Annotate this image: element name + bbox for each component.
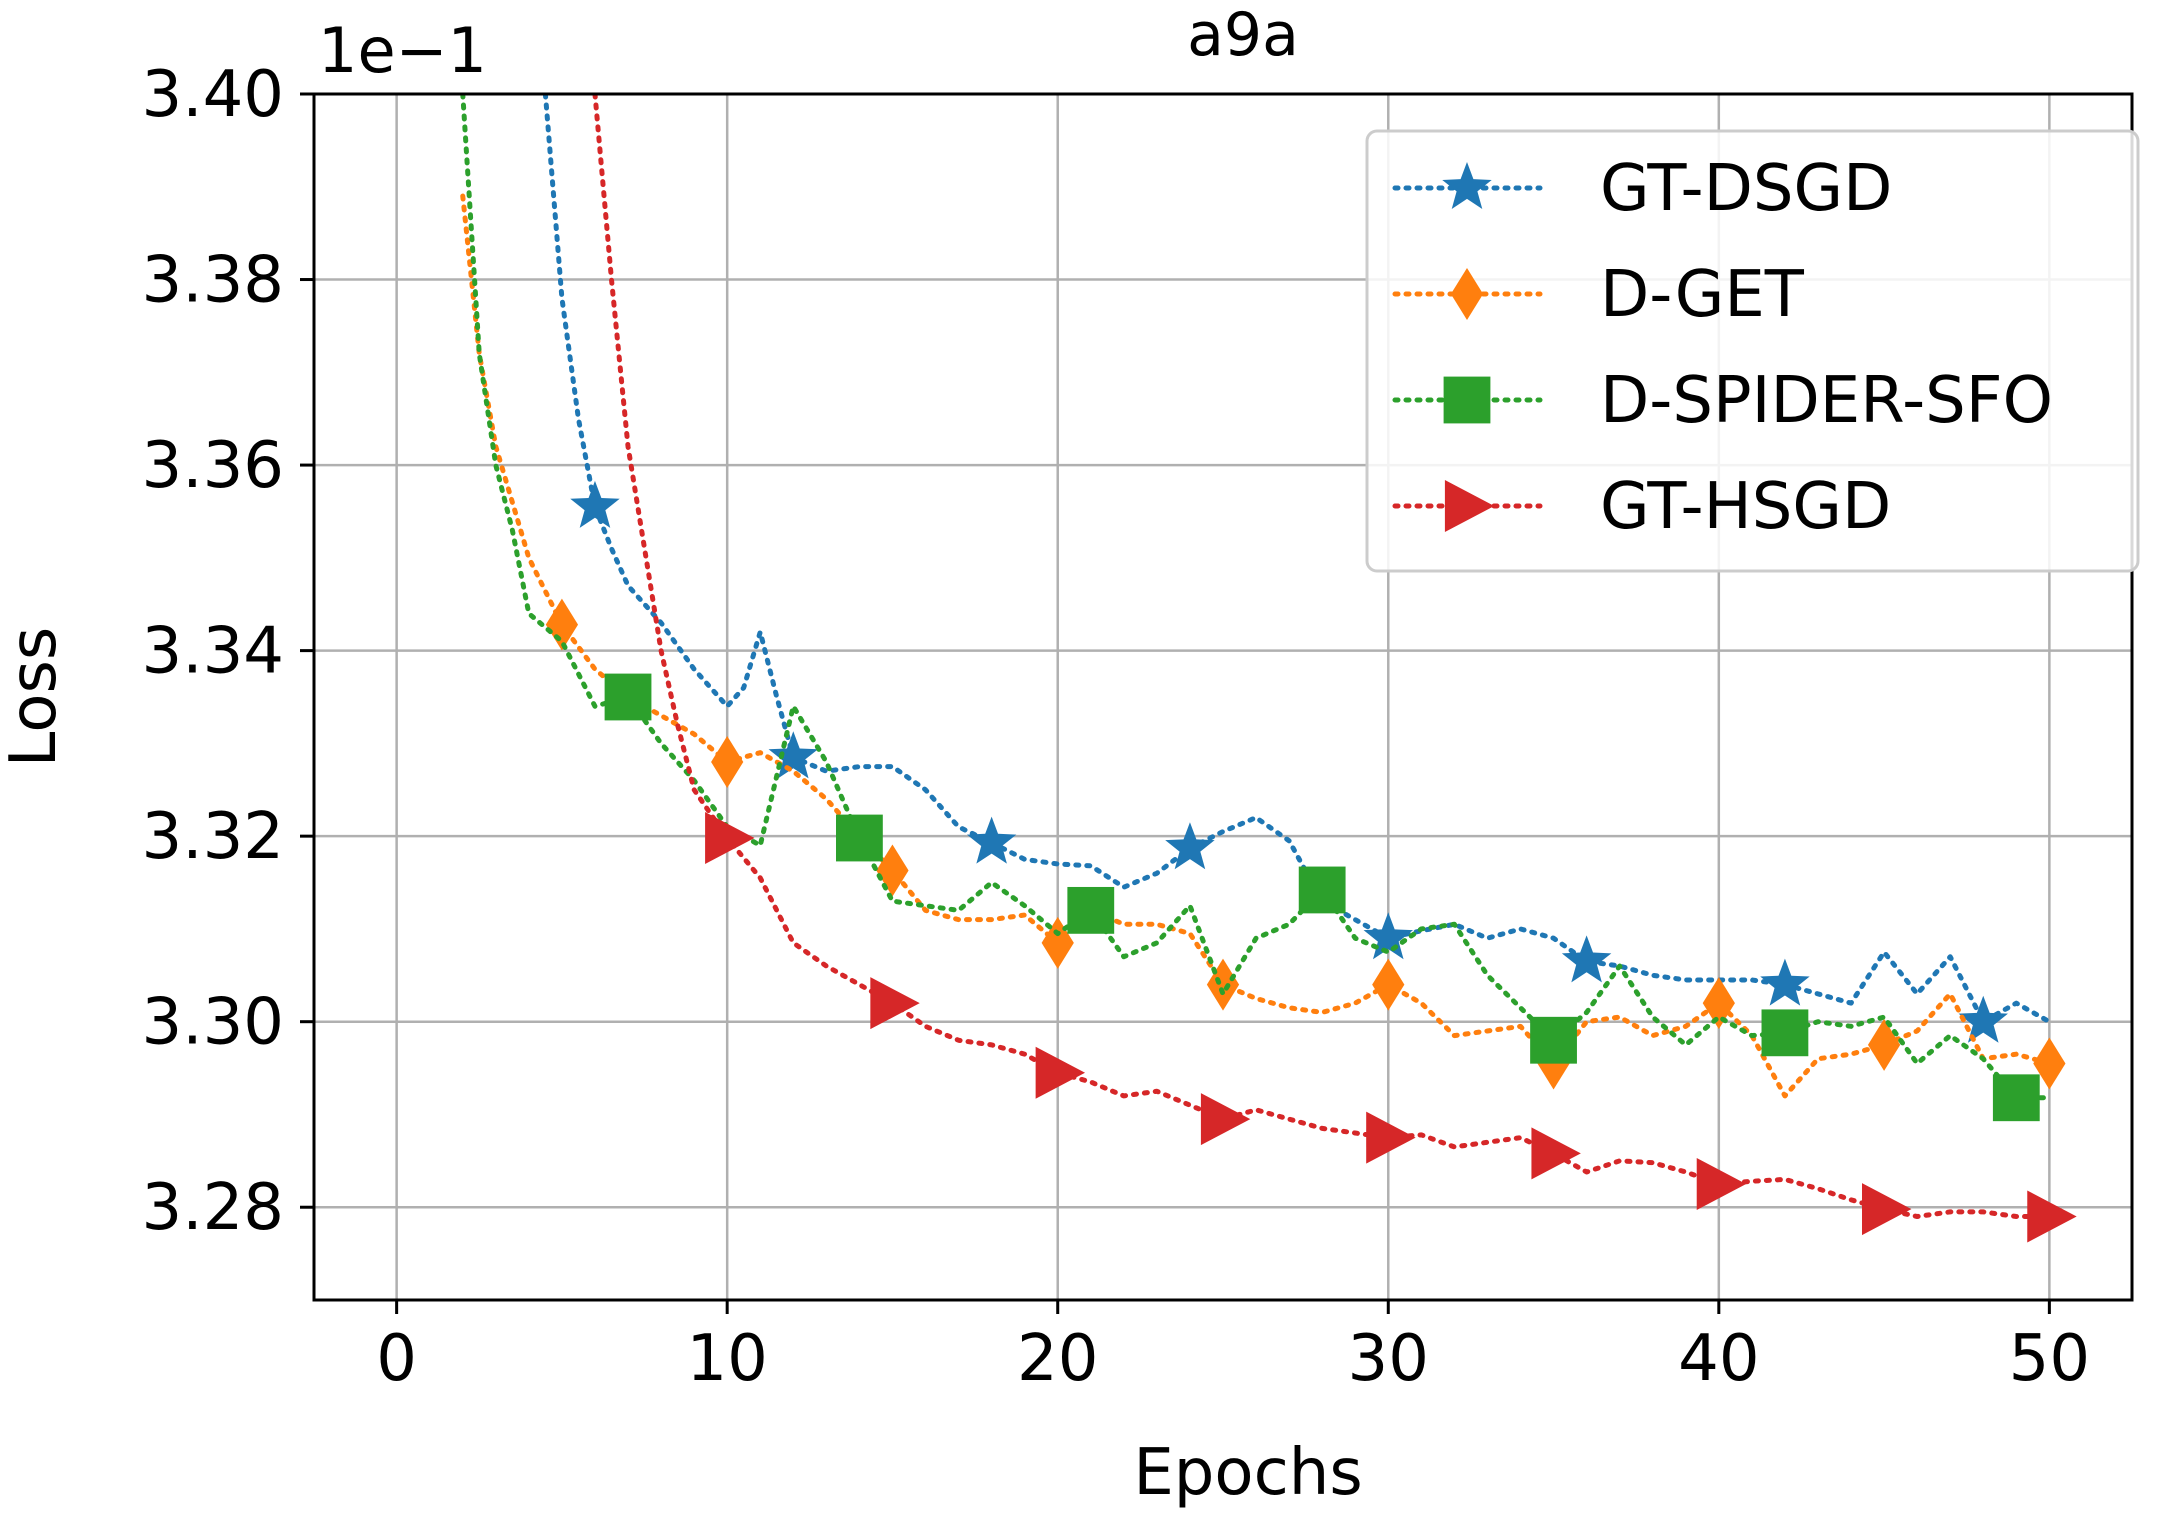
data-point-gt-hsgd [2027, 1190, 2077, 1243]
data-point-d-spider-sfo [1298, 866, 1346, 914]
data-point-gt-dsgd [1760, 958, 1810, 1006]
chart-title: a9a [1187, 0, 1299, 70]
legend-box [1365, 129, 2140, 573]
series-line-gt-hsgd [592, 94, 2052, 1220]
legend-entry-gt-hsgd: GT-HSGD [1392, 470, 1891, 544]
y-tick-label: 3.36 [142, 429, 285, 503]
data-point-d-spider-sfo [1067, 886, 1115, 934]
data-point-d-spider-sfo [836, 814, 883, 862]
legend-marker [1442, 162, 1492, 210]
series-gt-dsgd [542, 94, 2052, 1043]
legend-label: D-GET [1600, 258, 1805, 332]
y-tick-label: 3.34 [142, 615, 285, 689]
x-tick-label: 40 [1678, 1322, 1759, 1396]
data-point-d-get [1702, 977, 1735, 1030]
data-point-d-get [1041, 916, 1074, 969]
legend-label: D-SPIDER-SFO [1600, 364, 2053, 438]
data-point-gt-dsgd [768, 731, 819, 779]
data-point-gt-hsgd [1696, 1158, 1747, 1211]
axes-frame [312, 92, 2134, 1302]
y-tick-label: 3.38 [142, 244, 285, 318]
data-point-gt-dsgd [1363, 912, 1413, 960]
legend: GT-DSGD D-GET D-SPIDER-SFO GT-HSGD [1365, 129, 2140, 573]
scale-label: 1e−1 [318, 14, 487, 87]
data-point-d-spider-sfo [1761, 1009, 1809, 1057]
data-point-gt-hsgd [1531, 1127, 1581, 1180]
y-axis-label: Loss [0, 627, 71, 767]
tick-layer: 0 10 20 30 40 50 3.28 3.30 3.32 3.34 3.36 3.38 3.40 [142, 58, 2091, 1396]
legend-entry-gt-dsgd: GT-DSGD [1392, 152, 1892, 226]
plot-layer [460, 94, 2077, 1243]
legend-marker [1450, 268, 1484, 320]
x-tick-label: 0 [376, 1322, 417, 1396]
legend-label: GT-HSGD [1600, 470, 1891, 544]
y-tick-label: 3.28 [142, 1171, 285, 1245]
x-tick-label: 10 [686, 1322, 767, 1396]
series-d-spider-sfo [460, 94, 2052, 1122]
data-point-d-get [1206, 958, 1240, 1011]
x-tick-label: 30 [1348, 1322, 1429, 1396]
legend-entries: GT-DSGD D-GET D-SPIDER-SFO GT-HSGD [1392, 152, 2053, 544]
legend-marker [1444, 480, 1495, 532]
y-tick-label: 3.40 [142, 58, 285, 132]
data-point-gt-hsgd [1035, 1046, 1086, 1099]
data-point-gt-hsgd [705, 812, 755, 865]
data-point-gt-hsgd [1861, 1183, 1912, 1236]
x-tick-label: 20 [1017, 1322, 1098, 1396]
data-point-gt-hsgd [870, 977, 920, 1030]
data-point-d-get [1372, 958, 1405, 1011]
legend-entry-d-get: D-GET [1392, 258, 1805, 332]
data-point-gt-hsgd [1366, 1111, 1416, 1164]
data-point-d-spider-sfo [1530, 1016, 1577, 1064]
series-d-get [460, 193, 2066, 1099]
data-point-gt-dsgd [966, 816, 1017, 864]
data-point-d-spider-sfo [1992, 1074, 2040, 1122]
data-point-gt-dsgd [1958, 995, 2008, 1043]
legend-label: GT-DSGD [1600, 152, 1892, 226]
series-gt-hsgd [592, 94, 2077, 1243]
data-point-gt-dsgd [1561, 935, 1612, 983]
data-point-gt-hsgd [1200, 1093, 1251, 1146]
y-tick-label: 3.32 [142, 800, 285, 874]
data-point-d-get [2033, 1037, 2066, 1090]
x-axis-label: Epochs [1133, 1436, 1362, 1510]
x-tick-label: 50 [2009, 1322, 2090, 1396]
legend-marker [1443, 376, 1491, 424]
data-point-d-get [711, 735, 744, 788]
data-point-gt-dsgd [1165, 822, 1215, 870]
data-point-d-spider-sfo [604, 673, 652, 721]
data-point-d-get [545, 598, 579, 651]
y-tick-label: 3.30 [142, 986, 285, 1060]
legend-entry-d-spider-sfo: D-SPIDER-SFO [1392, 364, 2053, 438]
data-point-gt-dsgd [570, 480, 620, 528]
